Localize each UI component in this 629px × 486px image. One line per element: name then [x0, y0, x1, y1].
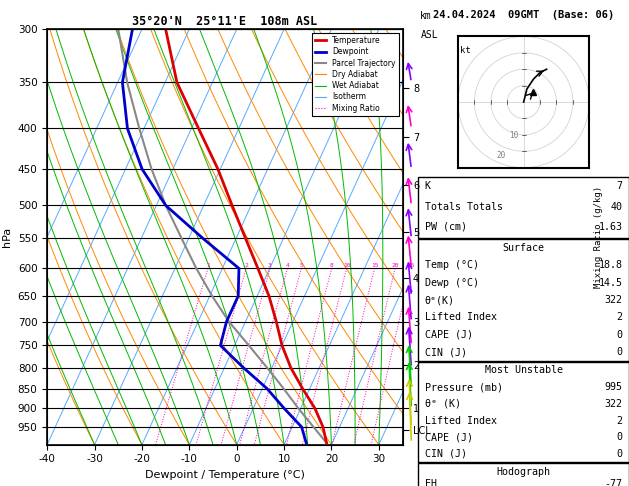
Text: 4: 4 — [286, 263, 289, 268]
Text: CIN (J): CIN (J) — [425, 347, 467, 357]
Legend: Temperature, Dewpoint, Parcel Trajectory, Dry Adiabat, Wet Adiabat, Isotherm, Mi: Temperature, Dewpoint, Parcel Trajectory… — [311, 33, 399, 116]
Text: 20: 20 — [391, 263, 399, 268]
Text: Dewp (°C): Dewp (°C) — [425, 278, 479, 288]
Text: 2: 2 — [616, 416, 623, 426]
Text: 0: 0 — [616, 330, 623, 340]
Text: 8: 8 — [330, 263, 333, 268]
Text: CAPE (J): CAPE (J) — [425, 330, 472, 340]
Text: 322: 322 — [604, 399, 623, 409]
Text: θᵉ (K): θᵉ (K) — [425, 399, 460, 409]
Text: PW (cm): PW (cm) — [425, 222, 467, 232]
Text: 0: 0 — [616, 449, 623, 459]
X-axis label: Dewpoint / Temperature (°C): Dewpoint / Temperature (°C) — [145, 470, 305, 480]
Text: 10: 10 — [343, 263, 350, 268]
Text: Pressure (mb): Pressure (mb) — [425, 382, 503, 392]
Text: Most Unstable: Most Unstable — [484, 365, 563, 376]
Text: Totals Totals: Totals Totals — [425, 202, 503, 211]
Title: 35°20'N  25°11'E  108m ASL: 35°20'N 25°11'E 108m ASL — [132, 15, 318, 28]
Text: 20: 20 — [496, 151, 505, 160]
Text: 25: 25 — [408, 263, 415, 268]
Text: 1.63: 1.63 — [599, 222, 623, 232]
Text: 7: 7 — [616, 181, 623, 191]
Text: 2: 2 — [616, 312, 623, 322]
Text: 14.5: 14.5 — [599, 278, 623, 288]
Y-axis label: hPa: hPa — [2, 227, 12, 247]
Text: 322: 322 — [604, 295, 623, 305]
Text: Mixing Ratio (g/kg): Mixing Ratio (g/kg) — [594, 186, 603, 288]
Text: km: km — [420, 11, 432, 21]
Text: 10: 10 — [509, 131, 518, 140]
Text: Hodograph: Hodograph — [497, 467, 550, 477]
Text: 995: 995 — [604, 382, 623, 392]
Text: 15: 15 — [371, 263, 378, 268]
Text: 0: 0 — [616, 347, 623, 357]
Text: 24.04.2024  09GMT  (Base: 06): 24.04.2024 09GMT (Base: 06) — [433, 10, 615, 20]
Text: EH: EH — [425, 479, 437, 486]
Text: Temp (°C): Temp (°C) — [425, 260, 479, 270]
Text: CIN (J): CIN (J) — [425, 449, 467, 459]
Text: kt: kt — [460, 46, 470, 55]
Text: Lifted Index: Lifted Index — [425, 416, 497, 426]
Text: Surface: Surface — [503, 243, 545, 253]
Text: -77: -77 — [604, 479, 623, 486]
Text: 2: 2 — [245, 263, 248, 268]
Text: Lifted Index: Lifted Index — [425, 312, 497, 322]
Text: ASL: ASL — [420, 30, 438, 39]
Text: CAPE (J): CAPE (J) — [425, 432, 472, 442]
Text: K: K — [425, 181, 431, 191]
Text: 40: 40 — [611, 202, 623, 211]
Text: 0: 0 — [616, 432, 623, 442]
Text: 5: 5 — [299, 263, 303, 268]
Text: 1: 1 — [206, 263, 209, 268]
Text: θᵉ(K): θᵉ(K) — [425, 295, 455, 305]
Text: 18.8: 18.8 — [599, 260, 623, 270]
Text: 3: 3 — [268, 263, 272, 268]
